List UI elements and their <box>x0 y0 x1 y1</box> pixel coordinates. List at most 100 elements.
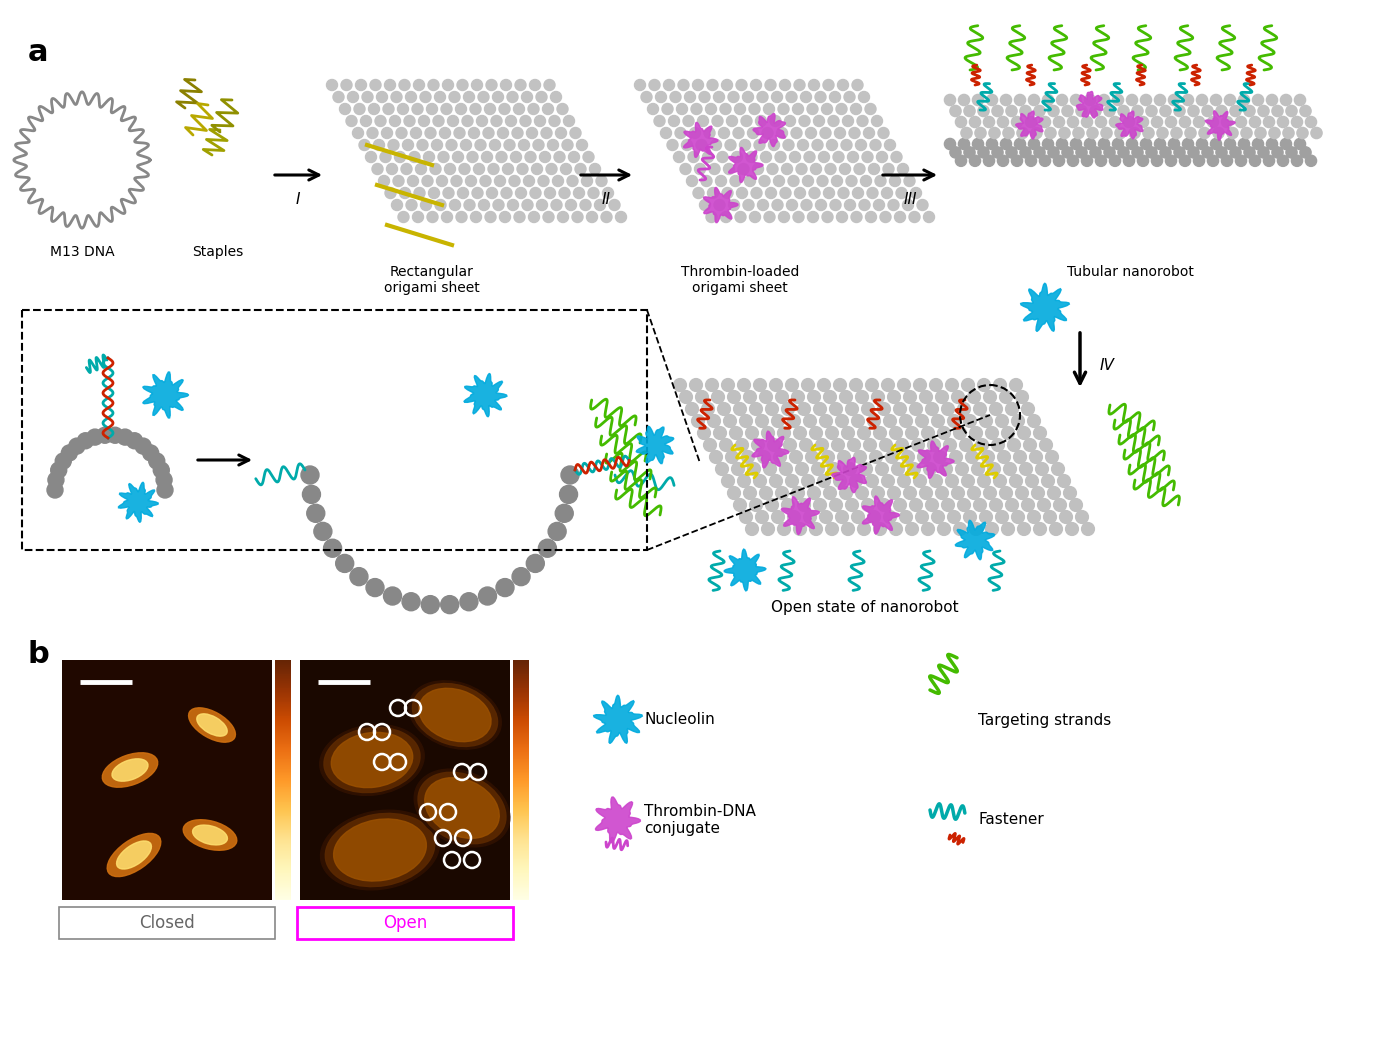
Circle shape <box>1000 487 1012 499</box>
Circle shape <box>399 188 410 198</box>
Circle shape <box>713 115 722 127</box>
Circle shape <box>1051 463 1064 475</box>
Circle shape <box>1077 146 1086 158</box>
Circle shape <box>1075 511 1088 523</box>
Circle shape <box>710 139 721 151</box>
Circle shape <box>752 164 763 174</box>
Circle shape <box>867 188 878 198</box>
Circle shape <box>1029 450 1043 463</box>
Circle shape <box>827 463 840 475</box>
Circle shape <box>991 106 1002 116</box>
Circle shape <box>675 128 686 138</box>
Polygon shape <box>1116 111 1142 139</box>
Circle shape <box>983 156 994 166</box>
Circle shape <box>850 379 862 391</box>
Circle shape <box>342 80 351 90</box>
Circle shape <box>776 152 785 163</box>
Circle shape <box>1011 116 1022 128</box>
Text: Thrombin-DNA
conjugate: Thrombin-DNA conjugate <box>644 803 756 837</box>
Circle shape <box>1053 156 1064 166</box>
Circle shape <box>399 80 410 90</box>
Circle shape <box>385 188 396 198</box>
Circle shape <box>770 474 783 488</box>
Circle shape <box>855 139 867 151</box>
Circle shape <box>963 106 974 116</box>
Circle shape <box>990 403 1002 415</box>
Circle shape <box>370 80 381 90</box>
Circle shape <box>477 91 489 103</box>
Circle shape <box>413 212 424 222</box>
Circle shape <box>1291 116 1302 128</box>
Circle shape <box>398 212 409 222</box>
Circle shape <box>785 379 798 391</box>
Circle shape <box>763 463 777 475</box>
Circle shape <box>547 139 559 151</box>
Circle shape <box>560 164 571 174</box>
Circle shape <box>858 522 871 536</box>
Circle shape <box>561 139 573 151</box>
Circle shape <box>967 390 980 404</box>
Circle shape <box>928 439 941 452</box>
Circle shape <box>391 91 402 103</box>
Circle shape <box>711 390 724 404</box>
Circle shape <box>560 486 578 503</box>
Circle shape <box>781 164 792 174</box>
Circle shape <box>728 487 741 499</box>
Circle shape <box>736 80 748 90</box>
Polygon shape <box>862 496 899 534</box>
Circle shape <box>463 91 475 103</box>
Circle shape <box>939 463 952 475</box>
Circle shape <box>496 152 507 163</box>
Circle shape <box>556 128 567 138</box>
Circle shape <box>785 91 797 103</box>
Circle shape <box>118 429 133 445</box>
Circle shape <box>452 152 463 163</box>
Circle shape <box>420 199 431 211</box>
Circle shape <box>714 427 727 439</box>
Circle shape <box>1114 128 1126 139</box>
Circle shape <box>953 427 966 439</box>
Circle shape <box>505 115 517 127</box>
Circle shape <box>692 414 704 428</box>
Circle shape <box>805 128 816 138</box>
Circle shape <box>365 152 377 163</box>
Circle shape <box>841 522 854 536</box>
Circle shape <box>916 511 928 523</box>
Circle shape <box>514 212 525 222</box>
Circle shape <box>529 80 540 90</box>
Circle shape <box>1028 511 1040 523</box>
Circle shape <box>882 379 895 391</box>
Circle shape <box>825 164 836 174</box>
Circle shape <box>794 188 805 198</box>
Circle shape <box>434 91 445 103</box>
Circle shape <box>844 199 855 211</box>
Circle shape <box>910 498 923 512</box>
Circle shape <box>465 175 476 187</box>
Circle shape <box>984 390 997 404</box>
Circle shape <box>602 188 613 198</box>
Circle shape <box>1263 116 1274 128</box>
Circle shape <box>865 474 878 488</box>
Circle shape <box>609 199 620 211</box>
Circle shape <box>549 115 560 127</box>
Circle shape <box>841 139 853 151</box>
Ellipse shape <box>197 714 227 736</box>
Circle shape <box>1025 156 1036 166</box>
Circle shape <box>883 164 895 174</box>
Circle shape <box>987 94 998 106</box>
Circle shape <box>1029 138 1040 149</box>
Ellipse shape <box>321 811 440 890</box>
Circle shape <box>724 414 736 428</box>
Circle shape <box>767 164 778 174</box>
Circle shape <box>435 199 447 211</box>
Circle shape <box>878 498 890 512</box>
Circle shape <box>1026 474 1039 488</box>
Circle shape <box>350 568 368 585</box>
Circle shape <box>1113 138 1124 149</box>
Polygon shape <box>753 113 785 146</box>
Circle shape <box>846 403 858 415</box>
Circle shape <box>543 212 554 222</box>
Circle shape <box>1151 156 1162 166</box>
Circle shape <box>388 139 399 151</box>
Circle shape <box>752 439 764 452</box>
